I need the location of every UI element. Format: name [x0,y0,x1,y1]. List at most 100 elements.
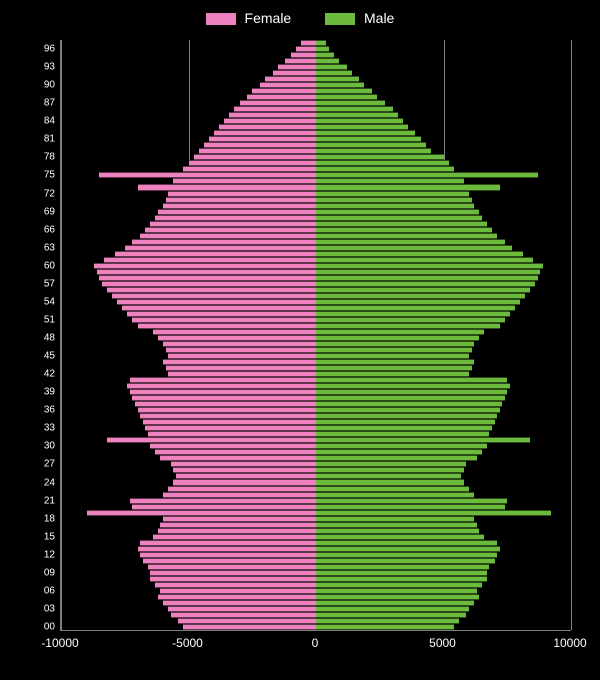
bar-female [163,341,316,347]
bar-male [316,335,479,341]
bar-female [148,431,316,437]
y-tick-label: 51 [25,314,55,325]
bar-female [145,227,316,233]
bar-female [140,233,316,239]
bar-male [316,467,464,473]
bar-male [316,269,540,275]
bar-male [316,209,479,215]
bar-male [316,534,484,540]
legend-item-male: Male [325,10,394,26]
x-tick-label: 0 [312,636,319,650]
bar-male [316,431,489,437]
bar-male [316,473,461,479]
y-tick-label: 12 [25,549,55,560]
bar-male [316,461,466,467]
bar-female [158,594,316,600]
bar-female [224,118,316,124]
y-tick-label: 57 [25,278,55,289]
bar-male [316,58,339,64]
bar-male [316,215,482,221]
bar-male [316,112,398,118]
bar-female [160,455,316,461]
bar-female [115,251,316,257]
bar-male [316,317,505,323]
bar-female [173,479,316,485]
bar-female [171,461,316,467]
y-tick-label: 78 [25,152,55,163]
bar-female [158,528,316,534]
bar-male [316,401,502,407]
y-tick-label: 21 [25,495,55,506]
bar-female [138,184,317,190]
y-tick-label: 63 [25,242,55,253]
bar-female [130,389,316,395]
bar-female [173,467,316,473]
y-tick-label: 00 [25,621,55,632]
gridline [571,40,572,630]
bar-male [316,407,500,413]
bar-male [316,275,538,281]
bar-female [122,305,316,311]
bar-female [153,329,316,335]
bar-female [163,492,316,498]
y-tick-label: 24 [25,477,55,488]
bar-male [316,594,479,600]
bar-female [171,612,316,618]
bar-male [316,606,469,612]
bar-female [155,215,316,221]
bar-male [316,588,477,594]
y-tick-label: 75 [25,170,55,181]
bar-female [166,197,316,203]
bar-female [273,70,316,76]
bar-female [166,365,316,371]
bar-female [163,203,316,209]
bar-female [135,401,316,407]
y-tick-label: 33 [25,423,55,434]
bar-male [316,395,505,401]
bar-female [168,606,316,612]
bar-male [316,124,408,130]
bar-female [145,425,316,431]
y-tick-label: 45 [25,351,55,362]
bar-female [168,371,316,377]
bar-male [316,510,551,516]
bar-female [301,40,316,46]
bar-male [316,371,469,377]
gridline [61,40,62,630]
y-tick-label: 36 [25,405,55,416]
bar-female [158,335,316,341]
bar-female [168,191,316,197]
bar-female [143,558,316,564]
population-pyramid-chart: Female Male -10000-500005000100000003060… [0,0,600,680]
bar-male [316,359,474,365]
bar-male [316,46,329,52]
bar-female [107,287,316,293]
bar-male [316,528,479,534]
bar-male [316,311,510,317]
bar-female [97,269,316,275]
bar-male [316,353,469,359]
bar-male [316,203,474,209]
bar-female [130,498,316,504]
bar-male [316,239,505,245]
y-tick-label: 42 [25,369,55,380]
bar-female [130,377,316,383]
legend: Female Male [0,10,600,26]
y-tick-label: 15 [25,531,55,542]
bar-female [107,437,316,443]
bar-female [117,299,316,305]
bar-female [138,546,317,552]
bar-male [316,82,364,88]
y-tick-label: 18 [25,513,55,524]
bar-male [316,582,482,588]
legend-swatch-male [325,13,355,25]
y-tick-label: 72 [25,188,55,199]
bar-male [316,136,421,142]
y-tick-label: 96 [25,44,55,55]
bar-female [194,154,316,160]
bar-male [316,251,523,257]
bar-male [316,624,454,630]
x-tick-label: 10000 [553,636,586,650]
bar-female [296,46,316,52]
bar-female [163,516,316,522]
